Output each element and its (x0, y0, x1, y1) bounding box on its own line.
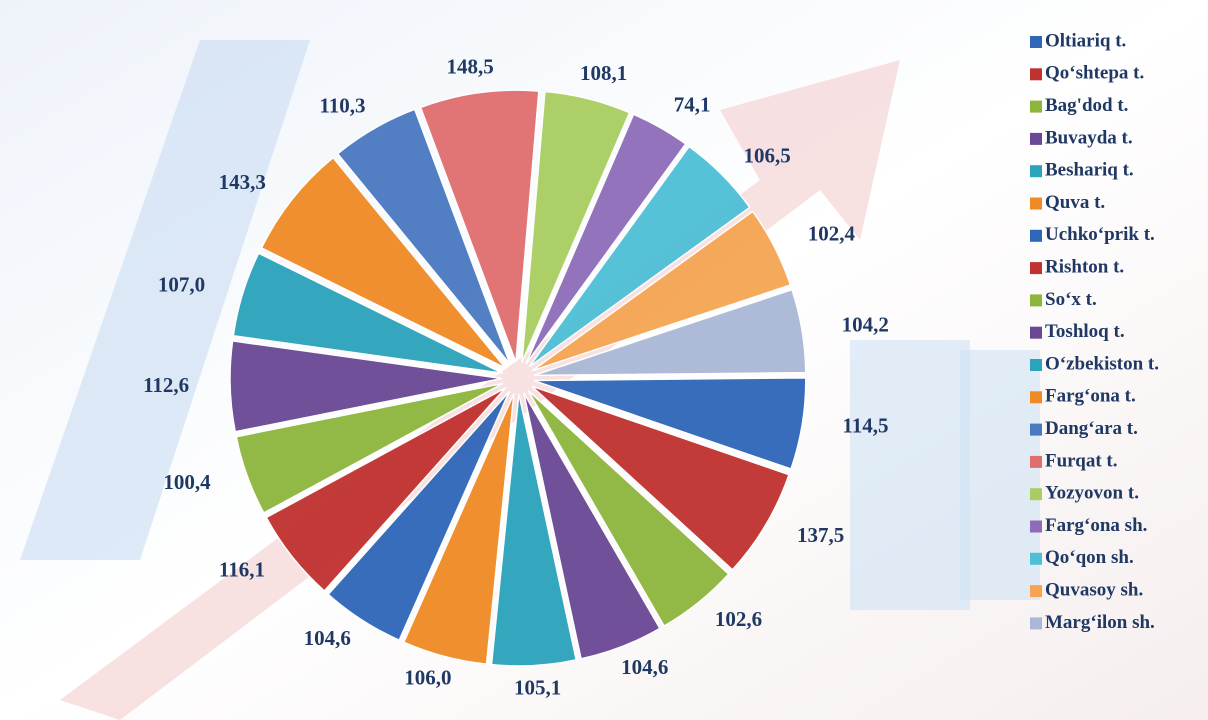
data-label: 116,1 (219, 557, 265, 581)
data-label: 104,2 (842, 312, 889, 336)
legend-swatch (1030, 197, 1042, 210)
legend-swatch (1030, 423, 1042, 436)
slice (523, 392, 661, 660)
legend-label: Bag'dod t. (1045, 95, 1128, 116)
slice (521, 90, 631, 363)
slice (525, 113, 687, 365)
legend-label: Buvayda t. (1045, 127, 1133, 148)
legend-label: Yozyovon t. (1045, 483, 1139, 504)
data-label: 74,1 (674, 93, 711, 117)
slice (229, 340, 503, 433)
data-label: 104,6 (621, 655, 668, 679)
legend-swatch (1030, 520, 1042, 533)
legend-label: Dang‘ara t. (1045, 418, 1138, 439)
data-label: 110,3 (319, 93, 365, 117)
background-bar (850, 340, 970, 610)
legend-swatch (1030, 326, 1042, 339)
legend-swatch (1030, 359, 1042, 371)
data-label: 114,5 (842, 414, 888, 438)
legend-swatch (1030, 488, 1042, 501)
legend-swatch (1030, 552, 1042, 565)
slice (533, 377, 807, 470)
legend-label: Farg‘ona t. (1045, 386, 1136, 407)
data-label: 106,0 (404, 665, 451, 689)
legend-label: Furqat t. (1045, 450, 1117, 471)
slice (232, 252, 504, 375)
data-label: 108,1 (580, 61, 627, 85)
legend-swatch (1030, 585, 1042, 598)
legend-label: Uchko‘prik t. (1045, 224, 1155, 245)
slice (528, 145, 751, 368)
legend-label: Qo‘shtepa t. (1045, 63, 1144, 84)
legend-label: Toshloq t. (1045, 321, 1125, 342)
slice (265, 387, 507, 592)
data-label: 107,0 (158, 272, 205, 296)
data-label: 112,6 (143, 373, 189, 397)
legend-swatch (1030, 68, 1042, 81)
slice (531, 385, 790, 571)
slice (260, 156, 507, 369)
background-percent (20, 40, 310, 560)
legend: Oltiariq t. Qo‘shtepa t. Bag'dod t. Buvayda… (1030, 30, 1159, 633)
slice (527, 389, 730, 627)
data-label: 100,4 (163, 470, 211, 494)
legend-swatch (1030, 262, 1042, 275)
legend-label: Oltiariq t. (1045, 30, 1126, 51)
data-label: 105,1 (514, 675, 561, 699)
legend-label: O‘zbekiston t. (1045, 353, 1159, 374)
data-label: 106,5 (744, 143, 791, 167)
legend-label: Rishton t. (1045, 256, 1124, 277)
data-label: 137,5 (797, 523, 844, 547)
pie: 114,5 137,5 102,6 104,6 105,1 106,0 104,6 116,1… (143, 55, 889, 700)
data-label: 104,6 (304, 626, 351, 650)
slice (533, 288, 807, 377)
data-label: 102,4 (808, 222, 856, 246)
legend-swatch (1030, 132, 1042, 145)
legend-label: Quva t. (1045, 192, 1105, 213)
slice (419, 89, 540, 363)
data-label: 143,3 (219, 170, 266, 194)
legend-swatch (1030, 617, 1042, 630)
legend-swatch (1030, 229, 1042, 242)
legend-swatch (1030, 455, 1042, 468)
legend-label: Beshariq t. (1045, 160, 1134, 181)
data-label: 102,6 (715, 607, 762, 631)
slice (235, 382, 504, 514)
legend-swatch (1030, 100, 1042, 113)
legend-label: Farg‘ona sh. (1045, 515, 1147, 536)
slice (531, 210, 792, 372)
legend-swatch (1030, 294, 1042, 307)
legend-swatch (1030, 165, 1042, 178)
data-label: 148,5 (446, 55, 493, 79)
legend-swatch (1030, 36, 1042, 48)
slice (336, 108, 511, 365)
slice (327, 390, 511, 642)
slice (402, 393, 515, 665)
slice (490, 393, 578, 667)
background-bar (960, 350, 1040, 600)
legend-label: Marg‘ilon sh. (1045, 612, 1155, 633)
legend-swatch (1030, 391, 1042, 404)
legend-label: Qo‘qon sh. (1045, 547, 1134, 568)
legend-label: So‘x t. (1045, 289, 1097, 310)
legend-label: Quvasoy sh. (1045, 579, 1143, 600)
